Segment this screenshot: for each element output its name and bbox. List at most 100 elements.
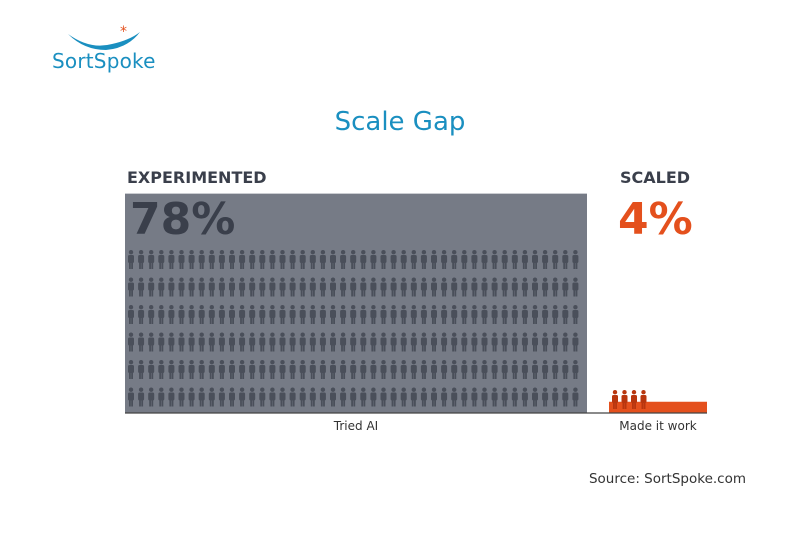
person-icon [299,250,306,269]
person-icon [249,387,256,407]
person-icon [471,305,478,324]
person-icon [370,277,377,297]
person-icon [330,250,336,269]
person-icon [269,305,276,324]
person-icon [269,250,276,269]
person-icon [562,250,569,269]
person-icon [128,277,134,297]
person-icon [521,250,528,269]
person-icon [380,277,387,297]
person-icon [431,250,437,269]
person-icon [441,305,448,324]
person-icon [188,277,195,297]
person-icon [340,360,347,379]
person-icon [188,250,195,269]
person-icon [208,360,215,379]
person-icon [239,250,246,269]
series-label-experimented: EXPERIMENTED [127,168,267,187]
person-icon [451,332,458,352]
person-icon [309,332,316,352]
person-icon [178,360,185,379]
person-icon [461,250,468,269]
person-icon [360,360,367,379]
person-icon [461,360,468,379]
person-icon [511,387,518,407]
person-icon [441,250,448,269]
value-label-scaled: 4% [618,194,693,245]
person-icon [259,360,266,379]
person-icon [239,360,246,379]
person-icon [299,360,306,379]
person-icon [309,305,316,324]
person-icon [319,360,326,379]
person-icon [188,360,195,379]
person-icon [542,277,549,297]
person-icon [572,305,579,324]
person-icon [229,387,235,407]
person-icon [532,305,538,324]
person-icon [218,277,225,297]
person-icon [380,360,387,379]
person-icon [501,360,508,379]
person-icon [481,360,488,379]
person-icon [198,332,205,352]
person-icon [370,387,377,407]
person-icon [441,277,448,297]
person-icon [621,390,628,409]
person-icon [269,360,276,379]
person-icon [168,305,175,324]
person-icon [420,277,427,297]
person-icon [420,360,427,379]
person-icon [491,305,498,324]
person-icon [552,277,559,297]
person-icon [319,332,326,352]
person-icon [138,250,145,269]
person-icon [198,360,205,379]
person-icon [259,305,266,324]
person-icon [279,305,286,324]
person-icon [420,332,427,352]
person-icon [431,305,437,324]
person-icon [441,387,448,407]
logo-wave-icon: * [68,24,140,50]
person-icon [148,387,155,407]
person-icon [532,387,538,407]
person-icon [451,277,458,297]
person-icon [552,332,559,352]
person-icon [410,332,417,352]
person-icon [309,360,316,379]
person-icon [340,250,347,269]
person-icon [208,305,215,324]
person-icon [451,305,458,324]
person-icon [350,360,357,379]
person-icon [481,277,488,297]
person-icon [370,360,377,379]
person-icon [542,360,549,379]
person-icon [239,387,246,407]
person-icon [370,250,377,269]
person-icon [491,250,498,269]
person-icon [521,305,528,324]
person-icon [279,332,286,352]
chart-title: Scale Gap [334,107,466,137]
person-icon [168,250,175,269]
person-icon [168,332,175,352]
person-icon [148,360,155,379]
person-icon [420,250,427,269]
person-icon [400,332,407,352]
person-icon [511,305,518,324]
person-icon [360,332,367,352]
person-icon [640,390,647,409]
person-icon [158,387,165,407]
person-icon [552,250,559,269]
person-icon [279,250,286,269]
person-icon [309,250,316,269]
person-icon [249,332,256,352]
person-icon [501,332,508,352]
person-icon [330,360,336,379]
person-icon [239,277,246,297]
person-icon [229,332,235,352]
person-icon [269,332,276,352]
person-icon [562,277,569,297]
person-icon [380,305,387,324]
